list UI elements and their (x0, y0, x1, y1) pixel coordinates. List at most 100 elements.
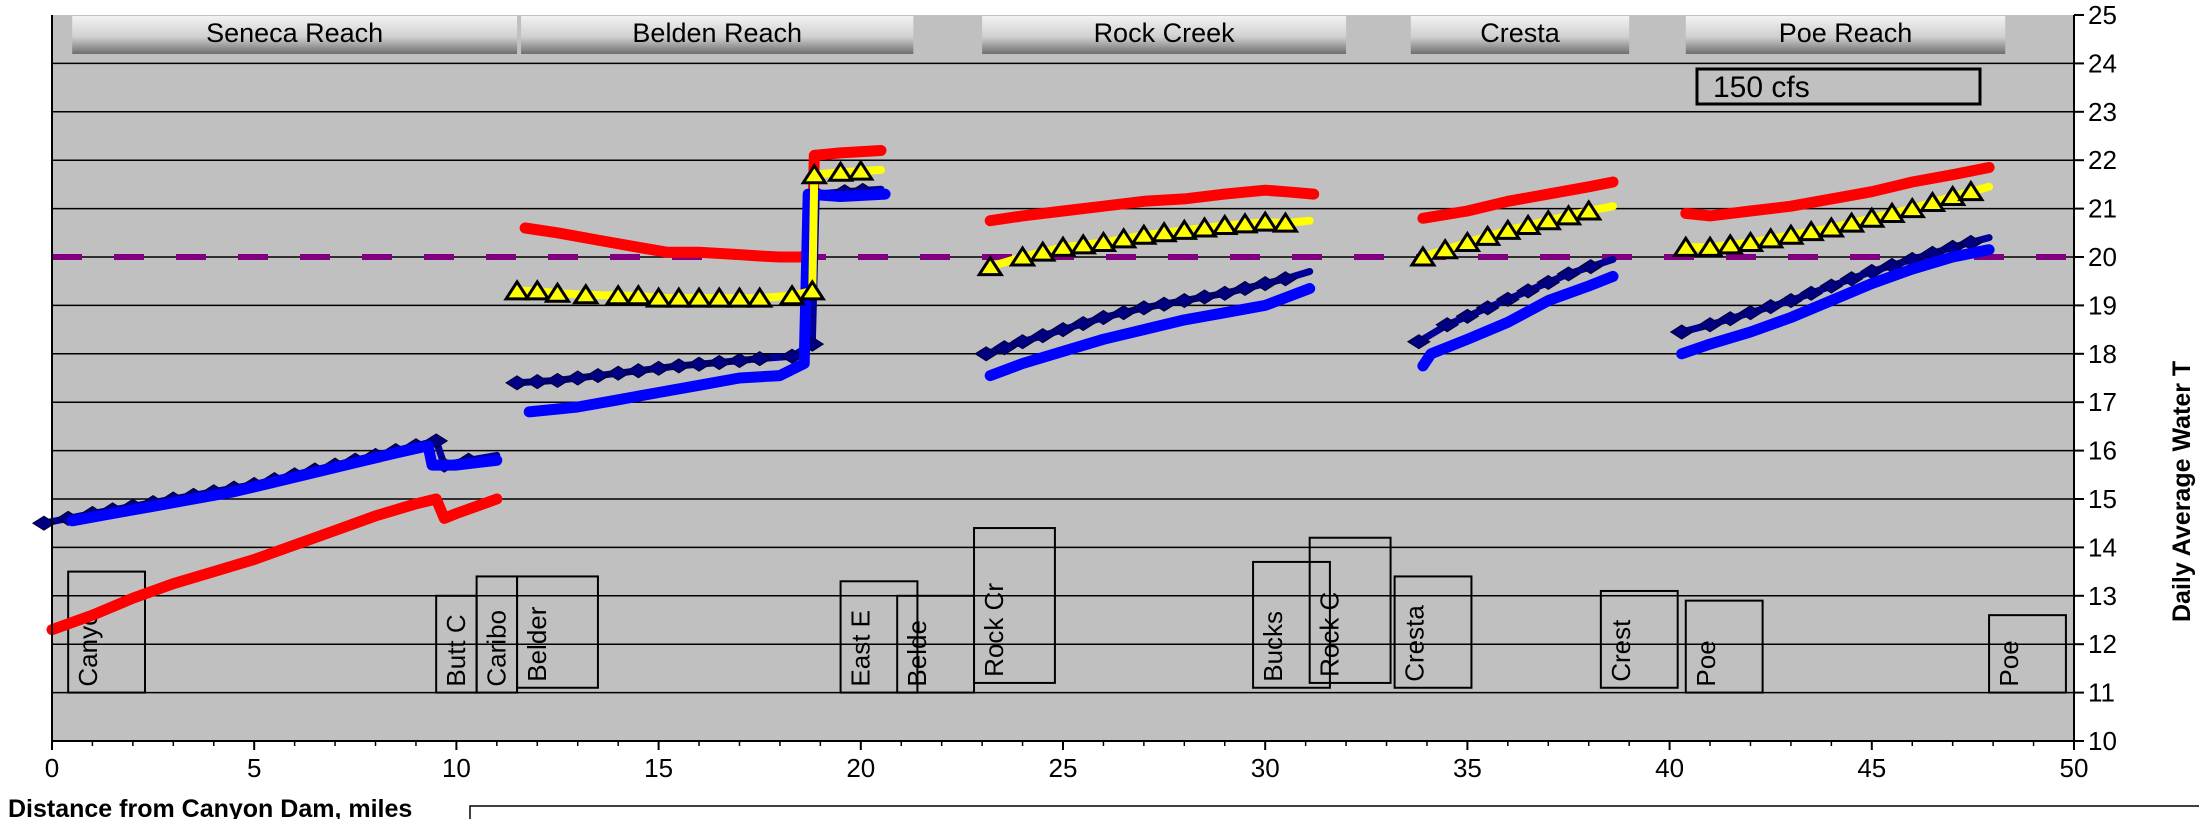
station-box (1252, 560, 1331, 689)
series-marker (974, 346, 999, 362)
series-marker (1758, 299, 1783, 315)
series-marker (1514, 213, 1542, 236)
series-marker (1718, 311, 1743, 327)
series-marker (1455, 308, 1480, 324)
series-marker (725, 286, 754, 308)
series-marker (1431, 237, 1459, 260)
series-marker (1233, 280, 1257, 297)
series-marker (800, 162, 829, 185)
flow-label: 150 cfs (1713, 71, 1810, 104)
series-marker (1738, 305, 1763, 321)
series-line (66, 440, 503, 527)
series-marker (1251, 210, 1279, 232)
series-marker (626, 363, 651, 379)
series-marker (727, 352, 752, 369)
series-marker (523, 279, 552, 301)
series-marker (1958, 234, 1983, 251)
station-box (1599, 589, 1679, 689)
y-tick-label: 10 (2088, 726, 2117, 756)
station-box (516, 575, 599, 689)
series-marker (1797, 219, 1825, 242)
x-tick-label: 15 (644, 753, 673, 783)
series-marker (992, 340, 1017, 356)
series-marker (707, 354, 732, 371)
series-marker (1777, 223, 1805, 245)
series-marker (503, 279, 531, 301)
station-label: Crest (1606, 619, 1636, 682)
series-marker (1089, 230, 1118, 252)
station-label: Poe (1691, 640, 1721, 686)
series-line (1676, 244, 1995, 360)
x-tick-label: 35 (1453, 753, 1482, 783)
series-marker (1150, 221, 1178, 243)
y-tick-label: 16 (2088, 436, 2117, 466)
series-marker (826, 160, 855, 182)
series-marker (1859, 263, 1884, 280)
reach-label: Cresta (1480, 18, 1561, 48)
reach-banner (521, 16, 914, 54)
series-marker (1273, 271, 1298, 287)
series-line (46, 493, 503, 636)
series-marker (1253, 276, 1278, 292)
series-marker (545, 372, 570, 389)
series-marker (1435, 317, 1460, 333)
reach-label: Rock Creek (1094, 18, 1236, 48)
series-line (984, 184, 1320, 227)
x-axis-title: Distance from Canyon Dam, miles (8, 795, 412, 819)
series-marker (1131, 300, 1156, 316)
reach-label: Seneca Reach (206, 18, 383, 48)
series-marker (604, 283, 632, 306)
y-tick-label: 13 (2088, 581, 2117, 611)
series-marker (1756, 227, 1785, 249)
reach-banner (1685, 16, 2006, 54)
series-marker (1918, 190, 1947, 213)
series-line (523, 188, 891, 418)
series-marker (1554, 204, 1583, 226)
series-marker (543, 281, 572, 303)
series-marker (1534, 208, 1563, 231)
series-marker (1858, 206, 1886, 228)
series-marker (847, 159, 875, 181)
series-marker (1152, 296, 1177, 312)
series-marker (606, 365, 631, 381)
station-label: Caribo (482, 610, 512, 687)
series-marker (1406, 334, 1431, 350)
series-marker (1010, 334, 1035, 350)
series-marker (1192, 289, 1217, 305)
series-marker (1008, 245, 1037, 267)
station-label: Butt C (441, 614, 471, 686)
axes: 0 5 10 15 20 25 30 35 40 45 5010111213141516171819… (45, 0, 2117, 783)
reach-banners: Seneca Reach Belden Reach Rock Creek Cresta… (72, 16, 2006, 54)
y-tick-label: 20 (2088, 242, 2117, 272)
series-marker (1672, 235, 1700, 257)
x-tick-label: 25 (1049, 753, 1078, 783)
y-tick-label: 15 (2088, 484, 2117, 514)
series-marker (1696, 235, 1724, 257)
x-tick-label: 45 (1857, 753, 1886, 783)
series-marker (1172, 292, 1197, 309)
series-marker (1190, 216, 1219, 238)
series-marker (1049, 235, 1077, 257)
station-box (67, 570, 147, 694)
series-marker (1837, 211, 1866, 233)
station-label: Belder (522, 606, 552, 681)
series-marker (1736, 230, 1765, 252)
series-marker (646, 360, 671, 376)
plot-background (52, 15, 2074, 741)
series-marker (565, 370, 590, 386)
series-line (1417, 176, 1619, 224)
station-boxes: Canyo Butt C Caribo Belder East E Belde Rock C… (67, 527, 2067, 694)
series-marker (1495, 291, 1520, 307)
series-marker (1071, 315, 1096, 332)
series-marker (1516, 283, 1540, 299)
x-tick-label: 5 (247, 753, 261, 783)
y-tick-label: 18 (2088, 339, 2117, 369)
station-label: Cresta (1400, 605, 1430, 682)
series-marker (1473, 224, 1502, 246)
x-tick-label: 0 (45, 753, 59, 783)
flow-label-box (1695, 67, 1982, 106)
series-marker (1716, 233, 1745, 255)
series-marker (705, 286, 734, 308)
station-label: Poe (1994, 640, 2024, 686)
series-marker (1475, 300, 1500, 316)
